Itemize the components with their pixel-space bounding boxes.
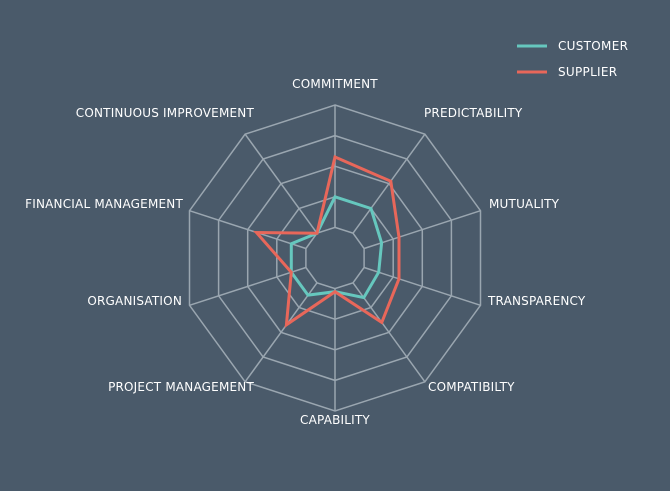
axis-label-commitment: COMMITMENT [292, 77, 378, 91]
axis-label-capability: CAPABILITY [300, 413, 370, 427]
grid-spoke [352, 282, 426, 383]
axis-label-continuous-improvement: CONTINUOUS IMPROVEMENT [76, 106, 255, 120]
grid-layer [188, 104, 482, 412]
grid-spoke [189, 209, 307, 250]
grid-spoke [244, 133, 318, 234]
series-layer [253, 154, 401, 328]
axis-label-organisation: ORGANISATION [87, 294, 182, 308]
axis-label-transparency: TRANSPARENCY [487, 294, 586, 308]
grid-spoke [189, 266, 307, 307]
axis-label-predictability: PREDICTABILITY [424, 106, 523, 120]
axis-label-mutuality: MUTUALITY [489, 197, 560, 211]
grid-spoke [363, 209, 481, 250]
grid-spoke [352, 133, 426, 234]
grid-spoke [363, 266, 481, 307]
legend-label-supplier: SUPPLIER [558, 65, 617, 79]
legend: CUSTOMER SUPPLIER [517, 39, 628, 79]
grid-ring [305, 226, 365, 290]
legend-label-customer: CUSTOMER [558, 39, 628, 53]
axis-labels: COMMITMENT PREDICTABILITY MUTUALITY TRAN… [25, 77, 586, 427]
axis-label-project-management: PROJECT MANAGEMENT [108, 380, 254, 394]
axis-label-financial-management: FINANCIAL MANAGEMENT [25, 197, 183, 211]
grid-spoke [244, 282, 318, 383]
axis-label-compatibilty: COMPATIBILTY [428, 380, 515, 394]
series-line-supplier [253, 154, 401, 328]
